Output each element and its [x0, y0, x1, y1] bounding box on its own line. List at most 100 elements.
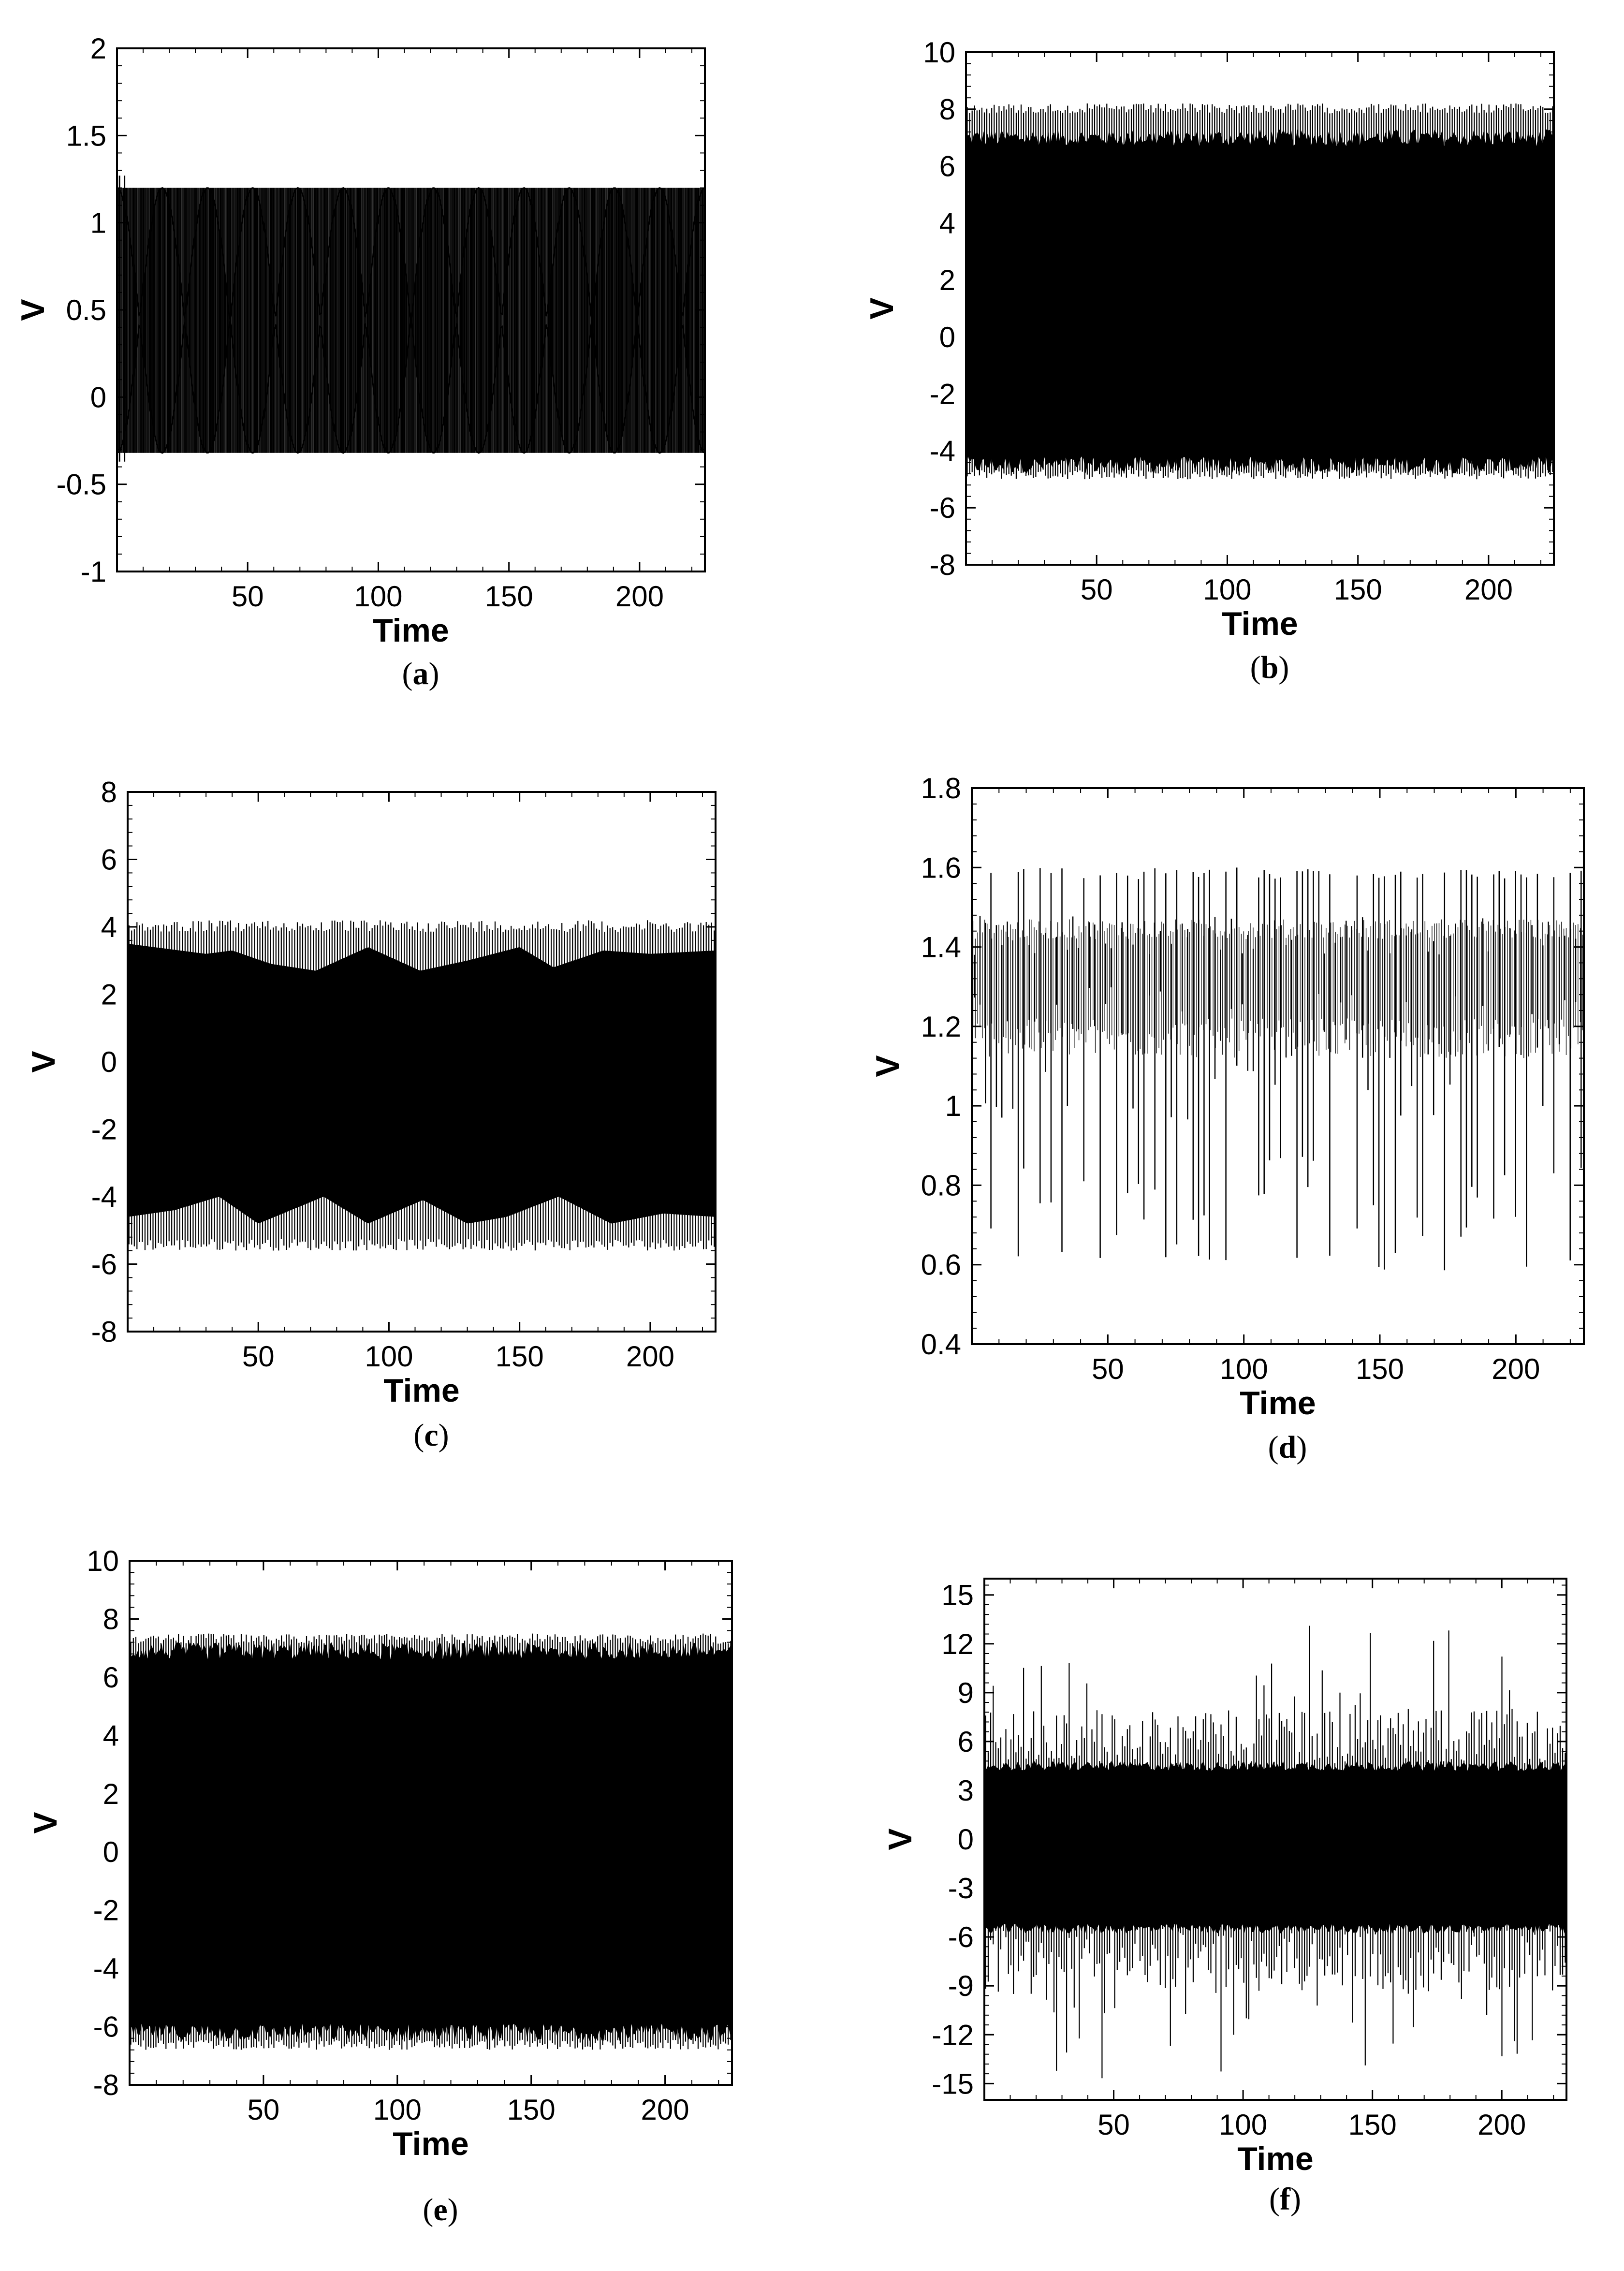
signal-spikes [130, 1633, 732, 2050]
signal-trace [128, 920, 716, 1251]
x-tick-label: 50 [242, 1340, 275, 1373]
y-tick-label: 0.4 [921, 1328, 961, 1361]
y-tick-label: -8 [930, 549, 955, 581]
panel-e: -8 -6 -4 -2 0 2 4 6 8 10 50 100 150 200 Time V (e) [27, 1545, 733, 2227]
y-tick-label: 4 [101, 911, 117, 943]
y-axis-title: V [869, 1055, 906, 1077]
x-tick-label: 200 [1492, 1353, 1540, 1385]
y-tick-label: 0 [958, 1823, 974, 1856]
signal-fill [128, 943, 716, 1224]
y-axis-title: V [25, 1051, 62, 1072]
y-tick-label: 1.4 [921, 931, 961, 964]
y-tick-label: -2 [91, 1114, 117, 1146]
y-tick-label: 8 [939, 93, 955, 126]
x-tick-label: 200 [641, 2094, 689, 2126]
y-tick-label: 6 [958, 1726, 974, 1758]
y-tick-label: 6 [939, 150, 955, 183]
y-tick-label: 0.6 [921, 1249, 961, 1281]
y-tick-label: -6 [91, 1248, 117, 1281]
axis-ticks: -8 -6 -4 -2 0 2 4 6 8 50 100 150 200 [91, 776, 716, 1373]
x-tick-label: 50 [1092, 1353, 1124, 1385]
axis-ticks: -8 -6 -4 -2 0 2 4 6 8 10 50 100 150 200 [87, 1545, 732, 2126]
y-tick-label: -2 [930, 378, 955, 410]
y-tick-label: 0 [939, 321, 955, 353]
signal-fill [966, 129, 1554, 474]
x-tick-label: 50 [232, 580, 264, 613]
y-tick-label: 2 [939, 264, 955, 296]
x-tick-label: 150 [1356, 1353, 1404, 1385]
signal-fill [130, 1642, 732, 2041]
axis-ticks: -15 -12 -9 -6 -3 0 3 6 9 12 15 50 100 150 200 [932, 1579, 1566, 2141]
y-tick-label: -6 [93, 2011, 119, 2043]
x-tick-label: 150 [1334, 573, 1382, 606]
x-tick-label: 150 [496, 1340, 544, 1373]
x-tick-label: 150 [507, 2094, 556, 2126]
y-tick-label: 2 [103, 1778, 119, 1810]
panel-caption: (b) [1250, 650, 1289, 685]
y-tick-label: -4 [930, 435, 955, 467]
y-tick-label: -2 [93, 1894, 119, 1927]
y-tick-label: 10 [87, 1545, 119, 1577]
y-tick-label: -15 [932, 2067, 974, 2100]
x-tick-label: 200 [1478, 2109, 1526, 2141]
y-tick-label: -8 [91, 1316, 117, 1348]
signal-trace [966, 103, 1554, 480]
y-axis-title: V [882, 1828, 919, 1850]
y-tick-label: 6 [103, 1661, 119, 1694]
panel-f: -15 -12 -9 -6 -3 0 3 6 9 12 15 50 100 150 200 Time V (… [882, 1578, 1567, 2217]
y-tick-label: 1.2 [921, 1011, 961, 1043]
panel-caption: (c) [413, 1418, 449, 1453]
y-tick-label: -1 [81, 556, 106, 588]
y-tick-label: -4 [91, 1181, 117, 1213]
y-tick-label: -6 [948, 1921, 974, 1953]
y-tick-label: 1.8 [921, 772, 961, 805]
y-tick-label: 8 [101, 776, 117, 808]
y-tick-label: 4 [103, 1719, 119, 1752]
x-tick-label: 100 [373, 2094, 422, 2126]
x-tick-label: 200 [615, 580, 664, 613]
signal-trace [117, 176, 705, 462]
x-tick-label: 150 [485, 580, 533, 613]
x-tick-label: 200 [1464, 573, 1513, 606]
x-tick-label: 50 [1097, 2109, 1130, 2141]
y-axis-title: V [15, 299, 51, 321]
signal-lower-envelope [117, 320, 705, 454]
y-tick-label: 2 [90, 32, 106, 65]
x-axis-title: Time [393, 2125, 468, 2162]
signal-spikes [985, 1626, 1566, 2079]
x-tick-label: 150 [1348, 2109, 1397, 2141]
y-tick-label: -12 [932, 2019, 974, 2051]
panel-caption: (f) [1269, 2182, 1301, 2217]
x-axis-title: Time [1240, 1385, 1316, 1421]
axis-ticks: 0.4 0.6 0.8 1 1.2 1.4 1.6 1.8 50 100 150 200 [921, 772, 1584, 1385]
x-tick-label: 100 [1219, 2109, 1267, 2141]
y-tick-label: 6 [101, 844, 117, 876]
y-axis-title: V [863, 297, 900, 319]
x-axis-title: Time [383, 1372, 459, 1409]
y-tick-label: 8 [103, 1603, 119, 1635]
panel-caption: (e) [423, 2192, 458, 2227]
signal-trace [984, 1626, 1566, 2079]
y-tick-label: 0.5 [66, 294, 106, 326]
y-tick-label: -6 [930, 492, 955, 524]
plot-frame [965, 51, 1555, 566]
y-tick-label: 10 [923, 36, 955, 69]
x-tick-label: 200 [626, 1340, 674, 1373]
axis-ticks: -1 -0.5 0 0.5 1 1.5 2 50 100 150 200 [57, 32, 705, 613]
x-tick-label: 100 [1220, 1353, 1268, 1385]
x-axis-title: Time [1222, 605, 1298, 642]
y-tick-label: 0 [90, 381, 106, 413]
y-tick-label: 12 [941, 1628, 974, 1660]
panel-b: -8 -6 -4 -2 0 2 4 6 8 10 50 100 150 200 Time V (b) [863, 36, 1555, 685]
x-tick-label: 50 [248, 2094, 280, 2126]
axis-ticks: -8 -6 -4 -2 0 2 4 6 8 10 50 100 150 200 [923, 36, 1554, 606]
x-tick-label: 100 [1203, 573, 1251, 606]
x-axis-title: Time [373, 612, 449, 649]
y-axis-title: V [27, 1812, 64, 1833]
signal-trace [972, 867, 1583, 1271]
y-tick-label: 1.6 [921, 851, 961, 884]
y-tick-label: 3 [958, 1774, 974, 1807]
panel-d: 0.4 0.6 0.8 1 1.2 1.4 1.6 1.8 50 100 150 200 Time V… [869, 772, 1585, 1465]
panel-a: -1 -0.5 0 0.5 1 1.5 2 50 100 150 200 Time V (a) [15, 32, 706, 691]
